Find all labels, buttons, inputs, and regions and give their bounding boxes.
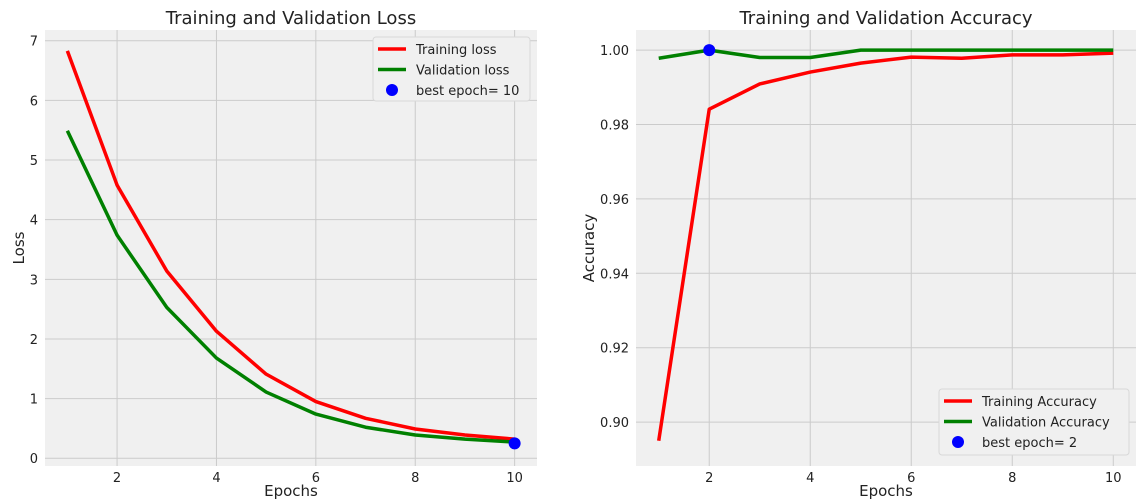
x-tick-label: 10 (506, 471, 523, 486)
y-tick-label: 0.90 (600, 416, 629, 431)
x-tick-label: 2 (705, 471, 713, 486)
y-tick-label: 6 (30, 94, 38, 109)
x-tick-label: 8 (411, 471, 419, 486)
legend-label: Training Accuracy (981, 395, 1097, 410)
legend-label: Validation loss (416, 64, 510, 79)
y-tick-label: 3 (30, 273, 38, 288)
x-axis-label: Epochs (859, 482, 913, 499)
y-tick-label: 4 (30, 214, 38, 229)
x-tick-label: 8 (1008, 471, 1016, 486)
legend-label: best epoch= 2 (982, 436, 1077, 451)
y-tick-label: 7 (30, 35, 38, 50)
y-axis-label: Loss (10, 231, 28, 264)
x-axis-label: Epochs (264, 482, 318, 499)
y-tick-label: 2 (30, 333, 38, 348)
x-tick-label: 4 (806, 471, 814, 486)
legend-swatch-best (386, 84, 398, 96)
best-epoch-marker (508, 437, 521, 450)
legend-swatch-best (952, 436, 964, 448)
series-line-training-accuracy (656, 51, 1114, 441)
series-line-training-loss (65, 50, 515, 441)
legend: Training Accuracy Validation Accuracy best… (938, 388, 1130, 456)
legend-box (938, 388, 1130, 456)
legend-label: best epoch= 10 (416, 84, 519, 99)
best-epoch-marker (703, 44, 716, 57)
y-tick-label: 5 (30, 154, 38, 169)
chart-title: Training and Validation Accuracy (738, 8, 1032, 29)
legend-box (372, 36, 531, 102)
legend-label: Training loss (415, 43, 497, 58)
y-tick-label: 0.98 (600, 118, 629, 133)
series-line-validation-loss (65, 130, 515, 444)
chart-accuracy: 2 4 6 8 10 0.90 0.92 0.94 0.96 0.98 1.00 Training a… (580, 8, 1136, 500)
legend-label: Validation Accuracy (982, 416, 1110, 431)
chart-loss: 2 4 6 8 10 0 1 2 3 4 5 6 7 Training and Validation Lo… (10, 8, 537, 500)
y-tick-label: 0.94 (600, 267, 629, 282)
y-tick-label: 0.92 (600, 342, 629, 357)
y-tick-label: 1.00 (600, 44, 629, 59)
x-tick-label: 6 (312, 471, 320, 486)
x-tick-label: 2 (113, 471, 121, 486)
chart-title: Training and Validation Loss (165, 8, 416, 29)
y-axis-label: Accuracy (580, 214, 598, 283)
x-tick-label: 10 (1105, 471, 1122, 486)
y-tick-label: 0 (30, 452, 38, 467)
x-tick-label: 6 (907, 471, 915, 486)
y-tick-label: 0.96 (600, 193, 629, 208)
y-tick-label: 1 (30, 393, 38, 408)
legend: Training loss Validation loss best epoch= … (372, 36, 531, 102)
series-line-validation-accuracy (658, 48, 1114, 61)
x-tick-label: 4 (212, 471, 220, 486)
